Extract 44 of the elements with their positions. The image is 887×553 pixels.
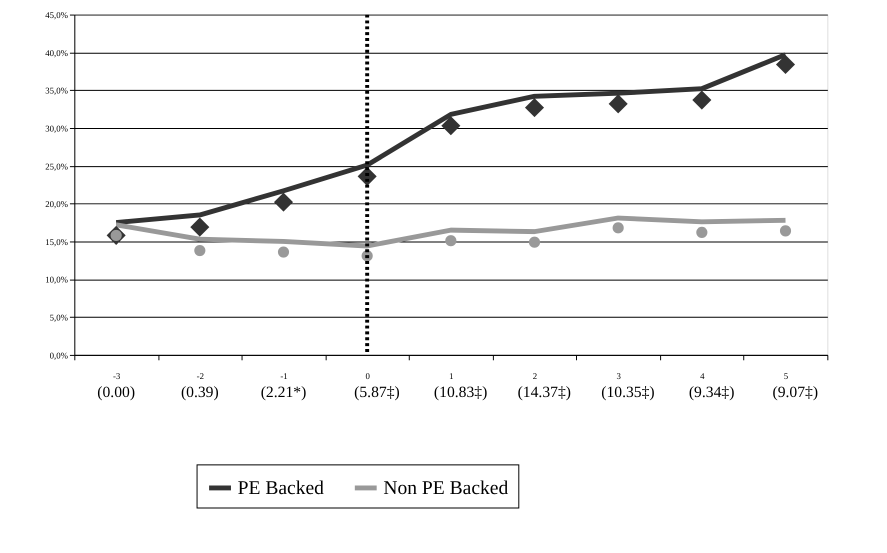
- y-tick-label: 35,0%: [45, 86, 69, 96]
- x-tick-label: -3: [112, 370, 121, 381]
- point: [445, 235, 456, 246]
- y-tick-label: 15,0%: [45, 236, 69, 247]
- text: (2.21*): [260, 384, 306, 401]
- x-tick-label: 4: [700, 370, 706, 381]
- text: (14.37‡): [518, 384, 571, 401]
- x-tick-label: 5: [784, 370, 789, 381]
- y-tick-label: 0,0%: [50, 350, 69, 360]
- x-tick-label: -2: [196, 370, 204, 381]
- point: [780, 225, 792, 236]
- text: (9.07‡): [772, 384, 818, 401]
- y-tick-label: 10,0%: [45, 274, 69, 285]
- y-tick-label: 30,0%: [45, 123, 69, 134]
- text: (10.35‡): [601, 384, 655, 401]
- y-tick-label: 25,0%: [45, 161, 69, 172]
- y-tick-label: 40,0%: [45, 48, 69, 58]
- point: [524, 98, 544, 118]
- text: (10.83‡): [434, 384, 488, 401]
- point: [776, 54, 796, 74]
- text: (0.00): [97, 384, 136, 401]
- x-tick-label: 2: [532, 370, 538, 381]
- x-tick-label: 0: [365, 370, 370, 381]
- point: [528, 236, 540, 248]
- point: [608, 94, 628, 114]
- text: (5.87‡): [354, 384, 400, 401]
- legend-label: PE Backed: [238, 478, 324, 499]
- y-tick-label: 20,0%: [45, 199, 69, 210]
- text: (9.34‡): [688, 384, 734, 401]
- point: [696, 226, 708, 238]
- legend-label: Non PE Backed: [383, 478, 508, 499]
- point: [612, 222, 624, 234]
- point: [274, 192, 294, 212]
- y-tick-label: 5,0%: [50, 312, 69, 323]
- point: [190, 218, 210, 237]
- point: [692, 90, 712, 110]
- point: [194, 244, 206, 256]
- x-tick-label: 1: [449, 370, 454, 381]
- point: [441, 116, 460, 136]
- point: [278, 246, 290, 258]
- text: (0.39): [180, 384, 219, 401]
- x-tick-label: 3: [616, 370, 622, 381]
- y-tick-label: 45,0%: [45, 10, 69, 20]
- x-tick-label: -1: [280, 370, 288, 381]
